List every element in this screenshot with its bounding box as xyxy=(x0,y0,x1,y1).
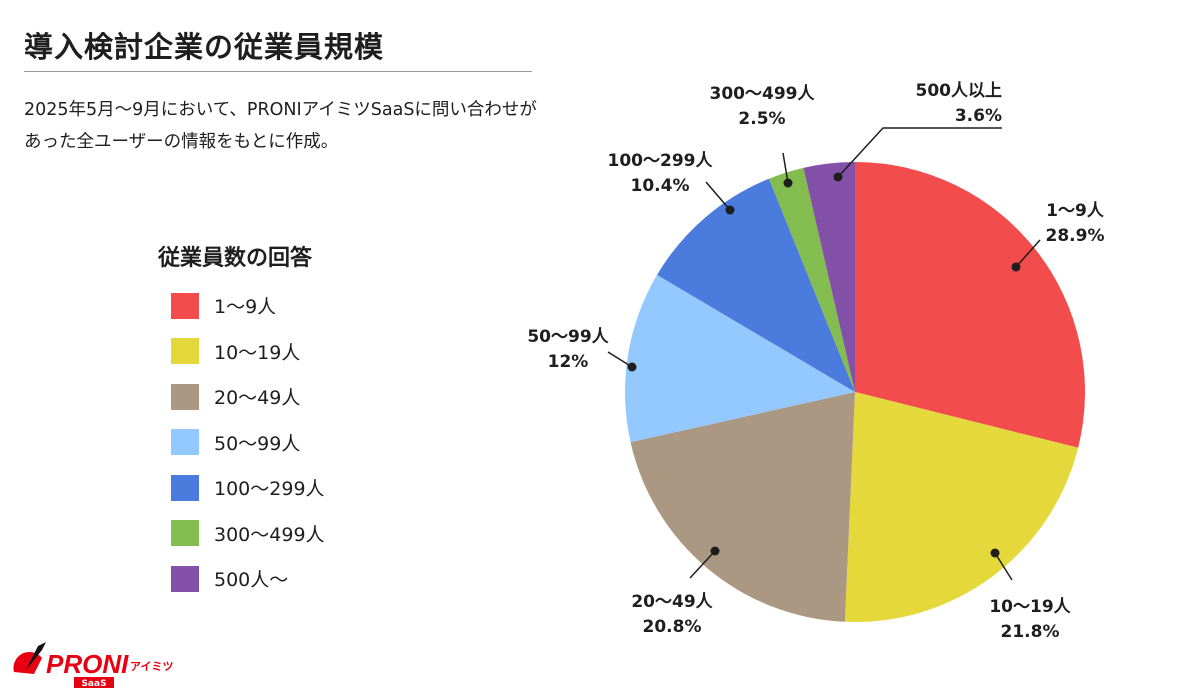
legend-label: 100～299人 xyxy=(214,478,325,501)
legend-title: 従業員数の回答 xyxy=(158,246,313,271)
leader-line xyxy=(607,351,633,368)
slice-label: 1～9人 xyxy=(1046,201,1105,221)
pie-slice xyxy=(844,392,1079,622)
slice-label: 20～49人 xyxy=(631,592,713,612)
description: 2025年5月～9月において、PRONIアイミツSaaSに問い合わせがあった全ユ… xyxy=(24,100,537,152)
legend-swatch xyxy=(171,520,199,547)
leader-line xyxy=(994,552,1013,581)
legend-label: 1～9人 xyxy=(214,296,277,319)
proni-logo: PRONI アイミツ SaaS xyxy=(13,642,173,689)
legend-item: 500人～ xyxy=(171,556,325,602)
leader-dot xyxy=(990,548,1000,558)
leader-line xyxy=(782,152,789,184)
slice-value-label: 2.5% xyxy=(738,109,785,129)
legend-swatch xyxy=(171,429,199,456)
slice-value-label: 20.8% xyxy=(643,617,702,637)
legend-swatch xyxy=(171,292,199,319)
pie-slice xyxy=(625,274,855,443)
legend: 1～9人 10～19人 20～49人 50～99人 100～299人 300～499人 50… xyxy=(171,283,325,602)
pie-slice xyxy=(657,178,855,392)
slice-label: 10～19人 xyxy=(989,597,1071,617)
leader-dot xyxy=(833,172,843,182)
slice-label: 50～99人 xyxy=(527,327,609,347)
legend-item: 100～299人 xyxy=(171,465,325,511)
leader-line xyxy=(1015,239,1041,268)
slice-label: 500人以上 xyxy=(916,81,1003,101)
legend-item: 20～49人 xyxy=(171,374,325,420)
legend-label: 50～99人 xyxy=(214,432,301,455)
legend-swatch xyxy=(171,383,199,410)
legend-item: 10～19人 xyxy=(171,329,325,375)
legend-item: 300～499人 xyxy=(171,511,325,557)
slice-value-label: 3.6% xyxy=(955,106,1002,126)
pie-slice xyxy=(768,167,855,392)
svg-text:PRONI: PRONI xyxy=(46,649,129,679)
page-title: 導入検討企業の従業員規模 xyxy=(24,30,385,64)
leader-dot xyxy=(725,205,735,215)
leader-line xyxy=(705,181,731,211)
slice-label: 100～299人 xyxy=(608,151,714,171)
svg-text:アイミツ: アイミツ xyxy=(130,660,173,673)
legend-item: 1～9人 xyxy=(171,283,325,329)
legend-item: 50～99人 xyxy=(171,420,325,466)
slice-value-label: 28.9% xyxy=(1046,226,1105,246)
svg-text:SaaS: SaaS xyxy=(81,679,106,689)
slice-value-label: 21.8% xyxy=(1001,622,1060,642)
legend-label: 20～49人 xyxy=(214,387,301,410)
legend-label: 10～19人 xyxy=(214,341,301,364)
pie-slice xyxy=(855,162,1085,448)
leader-dot xyxy=(783,178,793,188)
leader-line xyxy=(689,550,716,579)
legend-label: 300～499人 xyxy=(214,523,325,546)
slice-label: 300～499人 xyxy=(710,84,816,104)
legend-label: 500人～ xyxy=(214,569,289,592)
pie-slice xyxy=(803,162,855,392)
leader-dot xyxy=(710,546,720,556)
legend-swatch xyxy=(171,474,199,501)
slice-value-label: 12% xyxy=(548,352,589,372)
title-divider xyxy=(24,71,532,72)
slice-value-label: 10.4% xyxy=(631,176,690,196)
leader-dot xyxy=(1011,262,1021,272)
legend-swatch xyxy=(171,565,199,592)
leader-dot xyxy=(627,362,637,372)
leader-line xyxy=(837,127,1002,178)
pie-slice xyxy=(630,392,855,622)
legend-swatch xyxy=(171,338,199,365)
